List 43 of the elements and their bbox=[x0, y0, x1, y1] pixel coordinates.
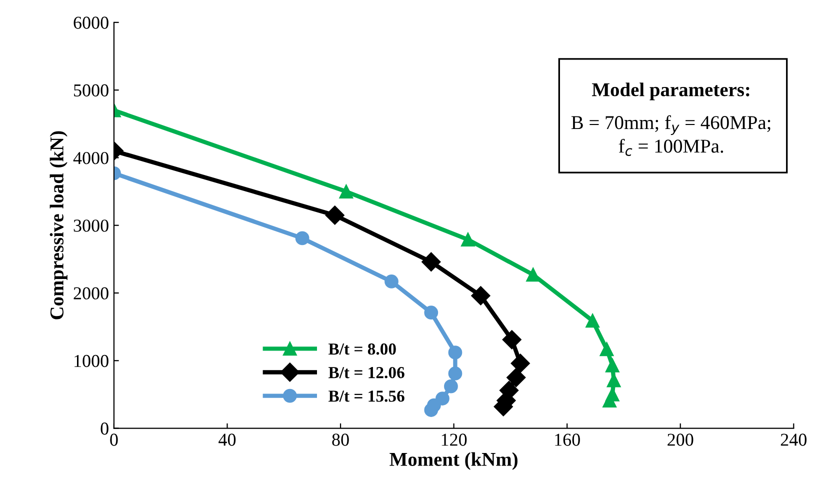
y-tick-label: 0 bbox=[100, 422, 108, 435]
point bbox=[602, 394, 617, 408]
x-tick-label: 160 bbox=[555, 434, 580, 446]
point bbox=[424, 306, 438, 320]
y-tick-label: 2000 bbox=[74, 287, 108, 300]
point bbox=[506, 368, 526, 388]
point bbox=[526, 268, 540, 282]
point bbox=[471, 286, 490, 306]
y-tick-label: 1000 bbox=[74, 354, 108, 368]
x-tick-label: 120 bbox=[442, 434, 467, 446]
annotation: Model parameters: bbox=[592, 82, 750, 100]
point bbox=[502, 330, 522, 350]
legend-label: B/t = 8.00 bbox=[328, 343, 396, 355]
x-tick-label: 0 bbox=[110, 434, 118, 446]
x-tick-label: 240 bbox=[780, 434, 807, 446]
point bbox=[606, 373, 621, 388]
point bbox=[586, 314, 600, 328]
legend-label: B/t = 12.06 bbox=[328, 366, 404, 378]
point bbox=[600, 342, 614, 356]
x-tick-label: 40 bbox=[218, 434, 236, 446]
annotation: f$_{c}$ = 100MPa. bbox=[618, 138, 724, 156]
y-tick-label: 4000 bbox=[73, 152, 108, 164]
point bbox=[339, 184, 354, 198]
point bbox=[605, 358, 620, 372]
point bbox=[448, 366, 462, 380]
point bbox=[424, 403, 438, 417]
x-tick-label: 80 bbox=[332, 434, 349, 446]
point bbox=[295, 231, 310, 246]
point bbox=[384, 274, 398, 288]
point bbox=[444, 379, 458, 394]
x-axis-title: Moment (kNm) bbox=[390, 452, 518, 470]
y-axis-title: Compressive load (kN) bbox=[50, 131, 68, 320]
y-tick-label: 3000 bbox=[74, 220, 108, 232]
point bbox=[510, 354, 530, 373]
y-tick-label: 5000 bbox=[74, 84, 108, 96]
x-tick-label: 200 bbox=[668, 434, 694, 446]
point bbox=[461, 232, 475, 246]
point bbox=[448, 346, 462, 360]
y-tick-label: 6000 bbox=[74, 16, 108, 29]
point bbox=[422, 252, 441, 272]
annotation: B = 70mm; f$_{y}$ = 460MPa; bbox=[571, 115, 770, 136]
legend-label: B/t = 15.56 bbox=[328, 390, 404, 402]
point bbox=[325, 206, 344, 225]
